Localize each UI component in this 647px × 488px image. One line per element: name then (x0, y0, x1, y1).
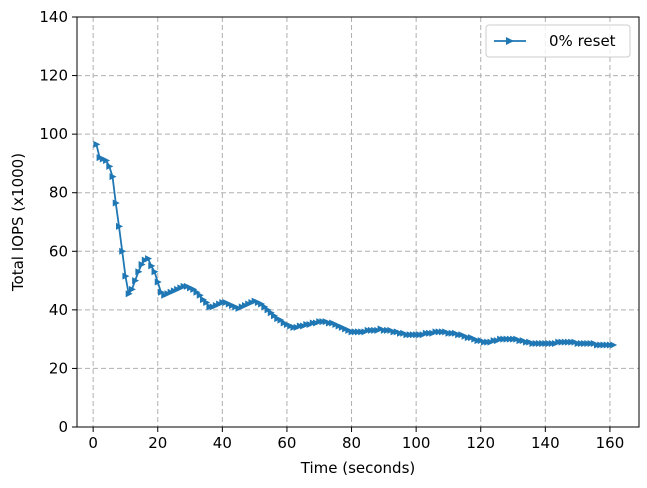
series-layer (93, 140, 618, 349)
y-tick-label: 100 (39, 125, 68, 143)
x-tick-label: 60 (277, 434, 296, 452)
x-tick-label: 160 (596, 434, 625, 452)
x-axis-label: Time (seconds) (300, 459, 416, 477)
x-tick-label: 40 (213, 434, 232, 452)
data-point-marker (145, 255, 153, 263)
axis-ticks: 0 20 40 60 80 100 120 140 160 0 20 40 60 80 100 120 140 (39, 8, 624, 452)
data-point-marker (196, 291, 204, 299)
data-point-marker (106, 162, 114, 170)
data-point-marker (138, 260, 146, 268)
legend-box (485, 24, 631, 58)
data-point-marker (151, 268, 159, 276)
y-tick-label: 20 (49, 359, 68, 377)
data-point-marker (610, 341, 618, 349)
x-tick-label: 20 (148, 434, 167, 452)
y-tick-label: 140 (39, 8, 68, 26)
y-tick-label: 120 (39, 67, 68, 85)
data-point-marker (103, 157, 111, 164)
data-point-marker (203, 299, 211, 307)
x-tick-label: 100 (402, 434, 431, 452)
data-point-marker (112, 199, 120, 207)
x-tick-label: 140 (531, 434, 560, 452)
y-tick-label: 80 (49, 184, 68, 202)
data-point-marker (148, 262, 156, 270)
data-point-marker (109, 173, 117, 181)
x-tick-label: 0 (88, 434, 98, 452)
data-point-marker (119, 247, 127, 255)
data-point-marker (115, 222, 123, 230)
legend: 0% reset (485, 24, 631, 58)
legend-marker-icon (506, 37, 514, 45)
data-point-marker (93, 140, 101, 148)
legend-label: 0% reset (549, 32, 616, 50)
data-point-marker (132, 277, 140, 285)
data-point-marker (128, 285, 136, 293)
plot-frame (76, 16, 640, 428)
data-point-marker (154, 278, 162, 286)
y-tick-label: 40 (49, 301, 68, 319)
y-axis-label: Total IOPS (x1000) (9, 153, 27, 292)
x-tick-label: 120 (466, 434, 495, 452)
y-tick-label: 0 (58, 418, 68, 436)
data-point-marker (135, 268, 143, 276)
y-tick-label: 60 (49, 242, 68, 260)
x-tick-label: 80 (342, 434, 361, 452)
data-point-marker (122, 272, 130, 280)
data-point-marker (125, 290, 133, 298)
